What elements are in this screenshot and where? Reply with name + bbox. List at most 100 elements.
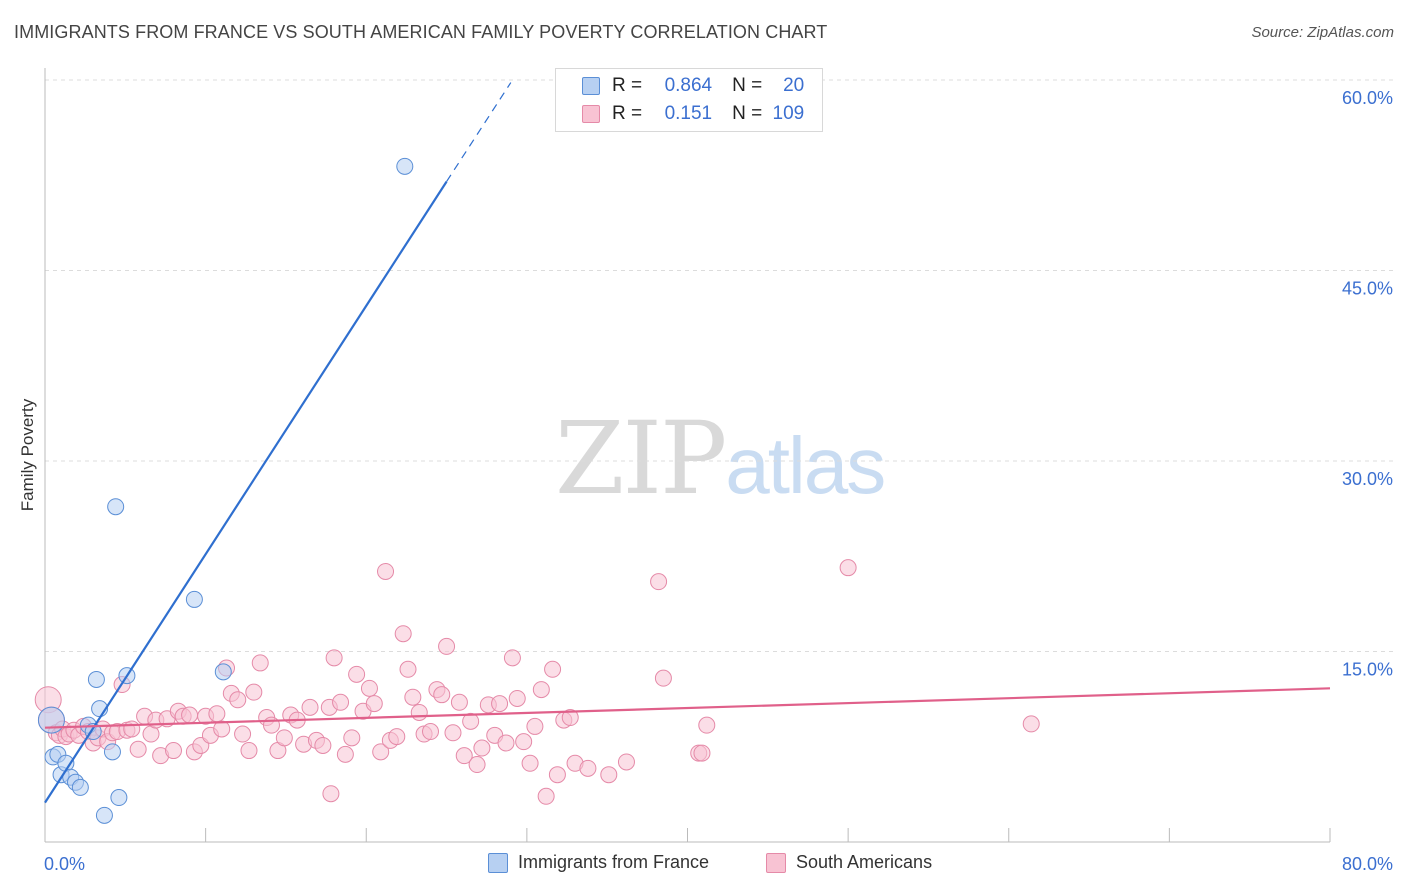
south-americans-point — [548, 766, 566, 784]
south-americans-point — [336, 745, 354, 763]
legend-r-label: R = — [612, 103, 643, 124]
south-americans-point — [251, 654, 269, 672]
watermark-zip: ZIP — [555, 400, 727, 517]
source-label: Source: ZipAtlas.com — [1251, 24, 1394, 41]
south-americans-point — [462, 712, 480, 730]
france-trend-line — [44, 181, 448, 804]
south-americans-point — [234, 725, 252, 743]
south-americans-point — [123, 720, 141, 738]
france-point — [37, 706, 65, 734]
watermark-atlas: atlas — [725, 421, 886, 510]
south-americans-trend-line — [44, 687, 1331, 729]
south-americans-point — [213, 720, 231, 738]
south-americans-point — [438, 637, 456, 655]
south-americans-point — [561, 709, 579, 727]
south-americans-point — [544, 660, 562, 678]
south-americans-point — [521, 754, 539, 772]
france-point — [185, 590, 203, 608]
south-americans-point — [410, 703, 428, 721]
legend-n-value-south-americans: 109 — [772, 103, 805, 124]
france-point — [214, 663, 232, 681]
bottom-legend-swatch-france — [488, 852, 508, 873]
south-americans-point — [240, 742, 258, 760]
south-americans-point — [515, 733, 533, 751]
y-tick-label: 60.0% — [1342, 88, 1393, 108]
france-point — [103, 743, 121, 761]
south-americans-point — [388, 728, 406, 746]
south-americans-point — [208, 705, 226, 723]
chart-title: IMMIGRANTS FROM FRANCE VS SOUTH AMERICAN… — [14, 22, 828, 42]
south-americans-point — [579, 759, 597, 777]
south-americans-point — [503, 649, 521, 667]
france-point — [396, 157, 414, 175]
legend-swatch-south-americans — [582, 105, 600, 123]
france-trend-extension — [446, 82, 512, 182]
south-americans-point — [468, 756, 486, 774]
south-americans-point — [322, 785, 340, 803]
south-americans-point — [650, 573, 668, 591]
x-tick-label: 0.0% — [44, 854, 85, 874]
south-americans-point — [491, 695, 509, 713]
y-tick-label: 30.0% — [1342, 469, 1393, 489]
legend-r-value-south-americans: 0.151 — [664, 103, 713, 124]
south-americans-point — [181, 706, 199, 724]
south-americans-point — [399, 660, 417, 678]
france-point — [110, 789, 128, 807]
legend-r-value-france: 0.864 — [664, 75, 713, 96]
south-americans-point — [450, 693, 468, 711]
south-americans-point — [537, 787, 555, 805]
france-point — [71, 778, 89, 796]
france-point — [107, 498, 125, 516]
south-americans-point — [275, 729, 293, 747]
south-americans-point — [617, 753, 635, 771]
legend-row-south-americans: R = 0.151 N = 109 — [582, 102, 804, 126]
south-americans-point — [229, 691, 247, 709]
south-americans-point — [433, 686, 451, 704]
x-tick-label: 80.0% — [1342, 854, 1393, 874]
bottom-legend-france: Immigrants from France — [488, 852, 709, 873]
watermark: ZIPatlas — [555, 400, 886, 517]
south-americans-point — [365, 695, 383, 713]
legend-swatch-france — [582, 77, 600, 95]
south-americans-point — [314, 736, 332, 754]
south-americans-point — [325, 649, 343, 667]
south-americans-point — [654, 669, 672, 687]
legend-n-value-france: 20 — [783, 75, 805, 96]
south-americans-point — [165, 742, 182, 760]
y-tick-label: 15.0% — [1342, 660, 1393, 680]
south-americans-point — [532, 681, 550, 699]
france-point — [87, 670, 105, 688]
south-americans-point — [473, 739, 491, 757]
south-americans-point — [600, 766, 618, 784]
legend-n-label: N = — [732, 103, 763, 124]
south-americans-point — [455, 747, 473, 765]
correlation-legend: R = 0.864 N = 20 R = 0.151 N = 109 — [555, 68, 823, 132]
legend-r-label: R = — [612, 75, 643, 96]
south-americans-point — [332, 693, 350, 711]
y-tick-label: 45.0% — [1342, 279, 1393, 299]
south-americans-point — [693, 744, 711, 762]
south-americans-point — [1022, 715, 1040, 733]
south-americans-point — [422, 723, 439, 741]
bottom-legend-label-france: Immigrants from France — [518, 852, 710, 872]
legend-n-label: N = — [732, 75, 763, 96]
south-americans-point — [497, 734, 515, 752]
south-americans-point — [301, 698, 319, 716]
south-americans-point — [377, 562, 395, 580]
bottom-legend-swatch-south-americans — [766, 852, 786, 873]
south-americans-point — [372, 743, 390, 761]
south-americans-point — [444, 724, 462, 742]
south-americans-point — [343, 729, 361, 747]
france-point — [95, 806, 113, 824]
south-americans-point — [129, 740, 147, 758]
bottom-legend-label-south-americans: South Americans — [796, 852, 933, 872]
legend-row-france: R = 0.864 N = 20 — [582, 74, 804, 98]
bottom-legend-south-americans: South Americans — [766, 852, 932, 873]
south-americans-point — [508, 689, 526, 707]
south-americans-point — [360, 679, 378, 697]
south-americans-point — [394, 625, 412, 643]
south-americans-point — [839, 559, 857, 577]
south-americans-point — [698, 716, 716, 734]
south-americans-point — [348, 665, 366, 683]
